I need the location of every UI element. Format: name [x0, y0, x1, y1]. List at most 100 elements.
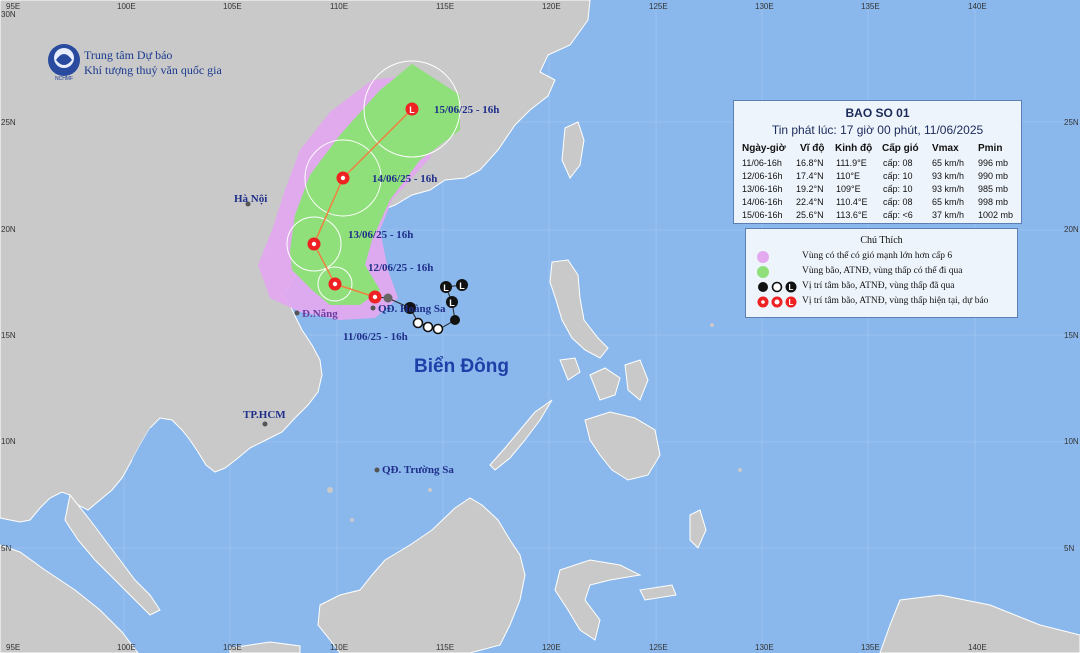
malay-peninsula	[64, 493, 161, 616]
lat-right-10: 10N	[1064, 437, 1079, 446]
legend-forecast-positions-icon: L	[757, 296, 797, 308]
lat-left-15: 15N	[1, 331, 16, 340]
col-header-lat: Vĩ độ	[800, 143, 825, 154]
borneo-island	[317, 497, 526, 653]
lat-right-5: 5N	[1064, 544, 1075, 553]
map-legend: Chú Thích Vùng có thể có gió mạnh lớn hơ…	[745, 228, 1018, 318]
sulawesi-island	[554, 559, 642, 641]
lon-top-105: 105E	[223, 2, 242, 11]
svg-text:L: L	[459, 281, 465, 291]
row3-pmin: 985 mb	[978, 184, 1009, 194]
row1-lon: 111.9°E	[836, 158, 867, 168]
legend-wind-zone-swatch	[757, 251, 769, 263]
row2-lat: 17.4°N	[796, 171, 824, 181]
label-danang: Đ.Nẵng	[302, 308, 338, 320]
legend-item-past-positions: Vị trí tâm bão, ATNĐ, vùng thấp đã qua	[802, 281, 955, 291]
lat-left-25: 25N	[1, 118, 16, 127]
lat-left-20: 20N	[1, 225, 16, 234]
past-positions: L L L	[383, 279, 468, 335]
lon-bottom-100: 100E	[117, 643, 136, 652]
issued-time: Tin phát lúc: 17 giờ 00 phút, 11/06/2025	[771, 123, 984, 137]
svg-text:L: L	[449, 298, 455, 308]
lon-bottom-115: 115E	[436, 643, 455, 652]
row2-datetime: 12/06-16h	[742, 171, 783, 181]
label-hoangsa: QĐ. Hoàng Sa	[378, 303, 446, 315]
lon-top-115: 115E	[436, 2, 455, 11]
legend-item-wind-zone: Vùng có thể có gió mạnh lớn hơn cấp 6	[802, 251, 953, 261]
taiwan-island	[561, 121, 585, 179]
lon-bottom-110: 110E	[330, 643, 349, 652]
legend-title: Chú Thích	[860, 235, 903, 246]
lat-left-30: 30N	[1, 10, 16, 19]
visayas-islands	[559, 357, 649, 401]
row2-wind: cấp: 10	[883, 171, 913, 181]
lat-right-25: 25N	[1064, 118, 1079, 127]
row4-wind: cấp: 08	[883, 197, 913, 207]
palawan-island	[489, 399, 553, 471]
col-header-vmax: Vmax	[932, 143, 959, 154]
lat-right-15: 15N	[1064, 331, 1079, 340]
col-header-wind: Cấp gió	[882, 143, 919, 154]
row5-vmax: 37 km/h	[932, 210, 965, 220]
row1-wind: cấp: 08	[883, 158, 913, 168]
lat-left-5: 5N	[1, 544, 12, 553]
col-header-lon: Kinh độ	[835, 143, 873, 154]
lon-top-130: 130E	[755, 2, 774, 11]
lon-top-95: 95E	[6, 2, 21, 11]
svg-text:L: L	[789, 298, 794, 307]
luzon-island	[549, 259, 609, 359]
small-islands	[327, 323, 742, 522]
lon-bottom-105: 105E	[223, 643, 242, 652]
label-hcm: TP.HCM	[243, 409, 286, 421]
lat-left-10: 10N	[1, 437, 16, 446]
track-label-12-06: 12/06/25 - 16h	[368, 262, 434, 274]
label-east-sea: Biển Đông	[414, 356, 509, 377]
lon-bottom-135: 135E	[861, 643, 880, 652]
lon-top-110: 110E	[330, 2, 349, 11]
forecast-circles	[286, 60, 461, 302]
col-header-pmin: Pmin	[978, 143, 1003, 154]
row5-lon: 113.6°E	[836, 210, 868, 220]
row3-vmax: 93 km/h	[932, 184, 965, 194]
lon-bottom-120: 120E	[542, 643, 561, 652]
row4-lon: 110.4°E	[836, 197, 868, 207]
row3-lat: 19.2°N	[796, 184, 824, 194]
row1-lat: 16.8°N	[796, 158, 824, 168]
city-markers	[245, 201, 380, 473]
row5-pmin: 1002 mb	[978, 210, 1014, 220]
label-truongsa: QĐ. Trường Sa	[382, 464, 454, 476]
forecast-positions: L	[307, 102, 419, 304]
svg-text:L: L	[443, 283, 449, 293]
new-guinea-island	[879, 594, 1080, 653]
row2-pmin: 990 mb	[978, 171, 1009, 181]
track-label-13-06: 13/06/25 - 16h	[348, 229, 414, 241]
lon-top-140: 140E	[968, 2, 987, 11]
sumatra-island	[0, 544, 139, 653]
row3-lon: 109°E	[836, 184, 861, 194]
lon-top-120: 120E	[542, 2, 561, 11]
lon-top-125: 125E	[649, 2, 668, 11]
lon-top-135: 135E	[861, 2, 880, 11]
row2-vmax: 93 km/h	[932, 171, 965, 181]
lon-bottom-130: 130E	[755, 643, 774, 652]
row3-wind: cấp: 10	[883, 184, 913, 194]
mindanao-island	[584, 411, 661, 481]
track-uncertainty-zone	[290, 64, 460, 305]
legend-past-positions-icon: L	[758, 281, 797, 293]
svg-text:L: L	[409, 105, 415, 115]
maluku-islands	[639, 509, 707, 601]
row4-datetime: 14/06-16h	[742, 197, 783, 207]
row4-vmax: 65 km/h	[932, 197, 965, 207]
svg-text:L: L	[789, 283, 794, 292]
storm-info-panel: BAO SO 01 Tin phát lúc: 17 giờ 00 phút, …	[733, 100, 1022, 224]
col-header-datetime: Ngày-giờ	[742, 143, 786, 154]
row1-pmin: 996 mb	[978, 158, 1009, 168]
logo-text: NCHMF	[54, 76, 74, 82]
agency-title-line1: Trung tâm Dự báo	[84, 48, 173, 62]
gulf-of-thailand	[132, 428, 212, 490]
row3-datetime: 13/06-16h	[742, 184, 783, 194]
label-hanoi: Hà Nội	[234, 193, 268, 205]
legend-item-forecast-positions: Vị trí tâm bão, ATNĐ, vùng thấp hiện tại…	[802, 296, 989, 306]
agency-title-line2: Khí tượng thuỷ văn quốc gia	[84, 63, 222, 77]
row5-wind: cấp: <6	[883, 210, 913, 220]
